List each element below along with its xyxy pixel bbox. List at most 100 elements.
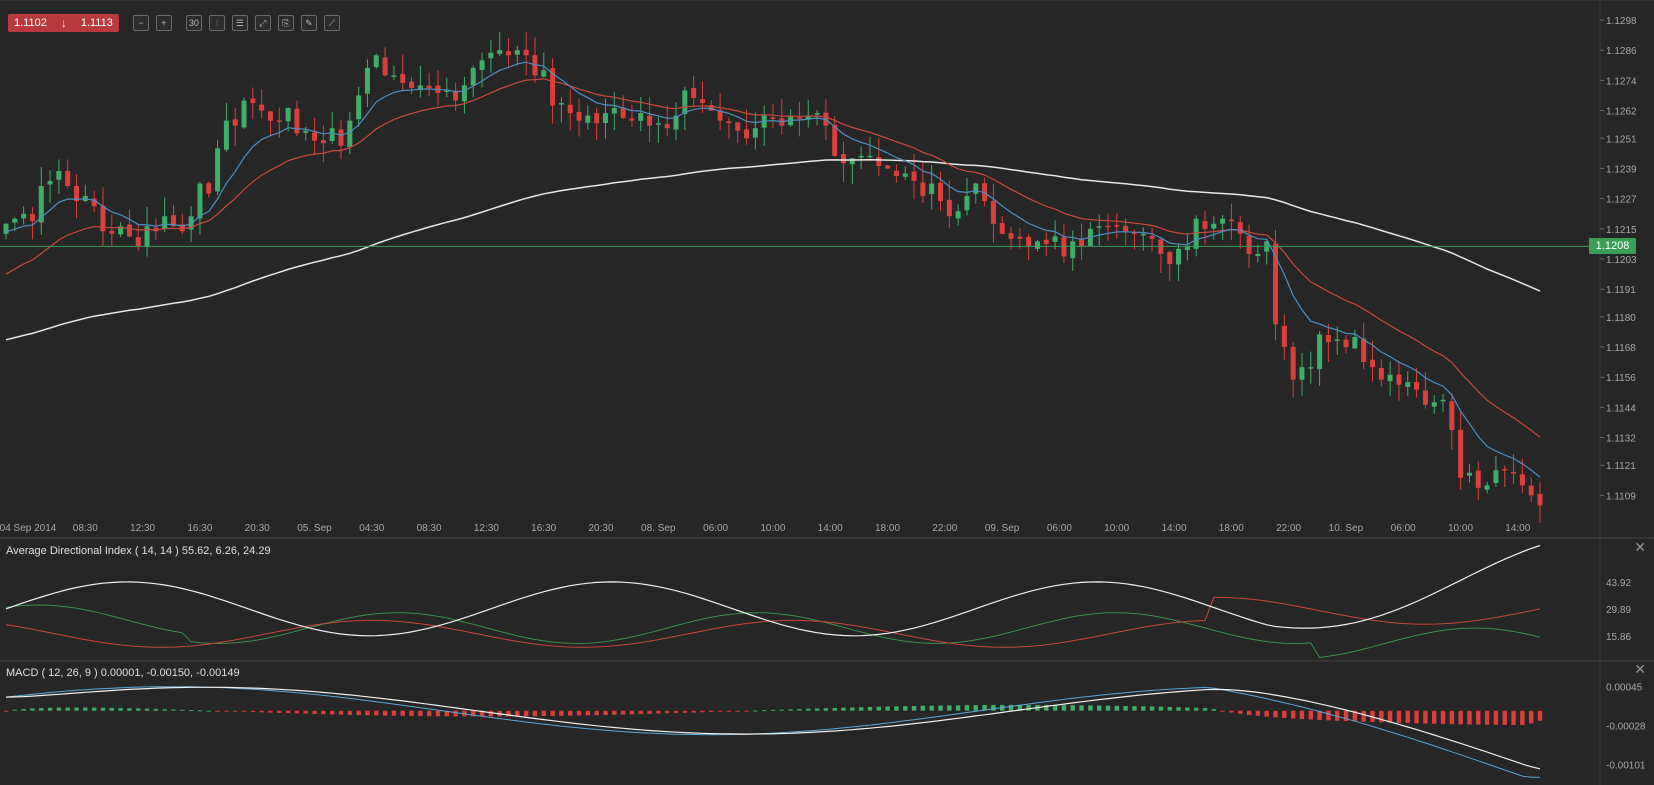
- drawing-icon[interactable]: ⤢: [254, 15, 271, 31]
- trend-tool-icon[interactable]: ⟋: [323, 15, 340, 31]
- macd-histogram-bar: [1229, 710, 1234, 713]
- candle-body: [946, 199, 952, 217]
- macd-histogram-bar: [374, 710, 379, 716]
- zoom-out-icon[interactable]: −: [132, 15, 149, 31]
- candle-body: [1255, 253, 1261, 257]
- macd-histogram-bar: [1282, 710, 1287, 718]
- macd-histogram-bar: [603, 710, 608, 715]
- edit-icon[interactable]: ✎: [300, 15, 317, 31]
- time-tick-label: 06:00: [1047, 523, 1072, 534]
- macd-histogram-bar: [876, 706, 881, 711]
- macd-histogram-bar: [1167, 706, 1172, 711]
- macd-histogram-bar: [162, 709, 167, 711]
- macd-histogram-bar: [559, 710, 564, 716]
- macd-histogram-bar: [47, 707, 53, 711]
- macd-histogram-bar: [1537, 710, 1543, 721]
- price-tick-label: 1.1109: [1606, 491, 1636, 502]
- macd-histogram-bar: [294, 710, 300, 714]
- quote-badge[interactable]: 1.1102 ↓ 1.1113: [8, 14, 119, 32]
- copy-icon[interactable]: ⎘: [277, 15, 294, 31]
- candle-body: [594, 113, 600, 124]
- macd-histogram-bar: [806, 708, 811, 711]
- bid-price: 1.1102: [14, 17, 47, 29]
- macd-histogram-bar: [753, 710, 758, 712]
- candle-body: [188, 216, 194, 230]
- candle-body: [1511, 472, 1517, 474]
- time-tick-label: 18:00: [1219, 523, 1244, 534]
- candle-body: [1149, 235, 1155, 239]
- price-tick-label: 1.1239: [1606, 164, 1637, 175]
- candle-body: [1440, 399, 1446, 402]
- macd-histogram-bar: [850, 707, 855, 711]
- macd-histogram-bar: [1185, 707, 1190, 711]
- candle-body: [1281, 325, 1287, 347]
- macd-histogram-bar: [920, 705, 926, 711]
- close-macd-icon[interactable]: ✕: [1634, 661, 1646, 677]
- macd-histogram-bar: [312, 710, 317, 714]
- macd-histogram-bar: [955, 705, 961, 711]
- candle-body: [611, 108, 617, 114]
- candle-body: [47, 181, 53, 185]
- macd-histogram-bar: [197, 710, 203, 712]
- candle-body: [29, 213, 35, 222]
- timeframe-icon[interactable]: 30: [185, 15, 202, 31]
- chart-type-icon[interactable]: ⫶: [208, 15, 225, 31]
- candle-body: [179, 224, 185, 232]
- macd-histogram-bar: [30, 708, 35, 711]
- candle-body: [1334, 339, 1340, 341]
- macd-histogram-bar: [277, 710, 282, 713]
- candle-body: [250, 98, 256, 104]
- macd-histogram-bar: [382, 710, 388, 716]
- candle-body: [929, 183, 935, 195]
- macd-histogram-bar: [1317, 710, 1322, 720]
- candle-body: [1422, 390, 1428, 405]
- adx-title: Average Directional Index ( 14, 14 ) 55.…: [6, 545, 271, 557]
- candle-body: [470, 67, 476, 86]
- macd-histogram-bar: [1290, 710, 1296, 719]
- candle-body: [1167, 251, 1173, 264]
- macd-histogram-bar: [568, 710, 573, 716]
- candle-body: [682, 90, 688, 115]
- close-adx-icon[interactable]: ✕: [1634, 539, 1646, 555]
- time-tick-label: 22:00: [1276, 523, 1301, 534]
- candle-body: [620, 107, 626, 119]
- macd-histogram-bar: [1202, 707, 1208, 711]
- candle-body: [523, 49, 529, 56]
- candle-body: [109, 230, 115, 234]
- candle-body: [65, 170, 71, 187]
- candle-body: [1484, 485, 1490, 490]
- macd-tick-label: -0.00101: [1606, 761, 1646, 772]
- price-tick-label: 1.1121: [1606, 461, 1636, 472]
- macd-histogram-bar: [391, 710, 397, 716]
- indicators-icon[interactable]: ☰: [231, 15, 248, 31]
- candle-body: [1026, 236, 1032, 247]
- candle-body: [973, 183, 979, 194]
- candle-body: [1220, 218, 1226, 224]
- macd-histogram-bar: [1449, 710, 1455, 725]
- candle-body: [1325, 334, 1331, 342]
- macd-histogram-bar: [779, 709, 785, 711]
- macd-histogram-bar: [1423, 710, 1428, 724]
- zoom-in-icon[interactable]: +: [155, 15, 172, 31]
- arrow-down-icon: ↓: [60, 16, 67, 30]
- candle-body: [647, 115, 653, 126]
- price-tick-label: 1.1156: [1606, 373, 1636, 384]
- macd-histogram-bar: [136, 708, 141, 711]
- adx-tick-label: 15.86: [1606, 632, 1631, 643]
- time-tick-label: 10:00: [1448, 523, 1473, 534]
- macd-histogram-bar: [550, 710, 555, 716]
- candle-body: [920, 182, 926, 197]
- adx-panel: 43.92 29.89 15.86: [0, 537, 1654, 659]
- candle-body: [1519, 474, 1525, 486]
- candle-body: [347, 120, 353, 147]
- macd-histogram-bar: [1405, 710, 1410, 724]
- macd-histogram-bar: [911, 705, 917, 711]
- candle-body: [814, 113, 820, 115]
- macd-histogram-bar: [1193, 707, 1199, 711]
- macd-histogram-bar: [1070, 705, 1075, 711]
- candle-body: [488, 52, 494, 59]
- candle-body: [1317, 334, 1323, 370]
- price-tick-label: 1.1132: [1606, 434, 1636, 445]
